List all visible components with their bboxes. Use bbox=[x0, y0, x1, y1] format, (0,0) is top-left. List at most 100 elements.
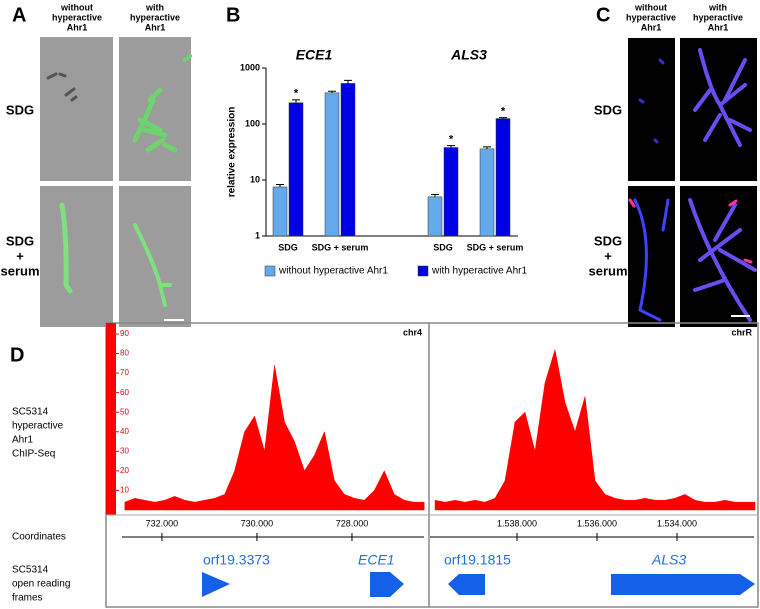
column-header: without bbox=[60, 2, 93, 12]
y-tick-label: 40 bbox=[120, 427, 129, 436]
x-tick-label: 732.000 bbox=[146, 518, 179, 528]
micrograph bbox=[119, 37, 191, 181]
error-bar bbox=[431, 194, 439, 197]
gene-arrow bbox=[611, 574, 755, 595]
row-label: serum bbox=[0, 263, 39, 278]
track-label: ChIP-Seq bbox=[12, 449, 55, 460]
gene-label: ECE1 bbox=[358, 552, 395, 568]
gene-arrow bbox=[202, 572, 230, 597]
column-header: Ahr1 bbox=[67, 22, 88, 32]
orf-label: frames bbox=[12, 593, 43, 604]
panel-label: D bbox=[10, 344, 24, 366]
row-label: serum bbox=[588, 263, 627, 278]
y-tick-label: 10 bbox=[250, 174, 260, 184]
column-header: Ahr1 bbox=[145, 22, 166, 32]
y-tick-label: 60 bbox=[120, 388, 129, 397]
coverage-area bbox=[124, 365, 425, 511]
coverage-area bbox=[434, 349, 756, 511]
gene-label: orf19.3373 bbox=[203, 552, 270, 568]
chromosome-label: chr4 bbox=[403, 327, 422, 337]
micrograph bbox=[40, 37, 113, 181]
error-bar bbox=[276, 184, 284, 187]
panel-d: SC5314 hyperactive Ahr1 ChIP-Seq Coordin… bbox=[12, 322, 759, 608]
y-tick-label: 1000 bbox=[240, 62, 260, 72]
error-bar bbox=[292, 99, 300, 103]
y-tick-label: 90 bbox=[120, 329, 129, 338]
row-label: SDG bbox=[594, 102, 622, 117]
legend-swatch bbox=[264, 265, 276, 277]
bar bbox=[443, 147, 459, 237]
chromosome-label: chrR bbox=[731, 327, 752, 337]
micrograph bbox=[628, 38, 675, 181]
column-header: Ahr1 bbox=[708, 22, 729, 32]
column-header: hyperactive bbox=[626, 12, 676, 22]
row-label: SDG bbox=[6, 102, 34, 117]
y-tick-label: 100 bbox=[245, 118, 260, 128]
x-tick-label: SDG bbox=[433, 242, 453, 252]
column-header: hyperactive bbox=[693, 12, 743, 22]
y-axis-label: relative expression bbox=[227, 107, 238, 198]
row-label: SDG bbox=[594, 233, 622, 248]
panel-label: A bbox=[12, 4, 26, 26]
track-label: hyperactive bbox=[12, 421, 64, 432]
y-tick-label: 1 bbox=[255, 230, 260, 240]
orf-label: SC5314 bbox=[12, 565, 49, 576]
significance: * bbox=[294, 88, 299, 100]
group-title: ECE1 bbox=[296, 47, 333, 63]
x-tick-label: 728.000 bbox=[336, 518, 369, 528]
x-tick-label: SDG bbox=[278, 242, 298, 252]
y-tick-label: 70 bbox=[120, 368, 129, 377]
x-tick-label: 1.538.000 bbox=[497, 518, 537, 528]
row-label: SDG bbox=[6, 233, 34, 248]
error-bar bbox=[499, 117, 507, 119]
track-label: Ahr1 bbox=[12, 435, 34, 446]
bar bbox=[288, 102, 304, 237]
x-tick-label: 1.534.000 bbox=[657, 518, 697, 528]
column-header: hyperactive bbox=[52, 12, 102, 22]
legend-label: with hyperactive Ahr1 bbox=[431, 266, 527, 277]
column-header: with bbox=[708, 2, 727, 12]
coordinates-label: Coordinates bbox=[12, 532, 66, 543]
bar bbox=[340, 83, 356, 237]
scale-band bbox=[106, 323, 116, 515]
y-tick-label: 30 bbox=[120, 446, 129, 455]
cells bbox=[628, 48, 757, 322]
panel-label: C bbox=[596, 4, 610, 26]
panel-a: without hyperactive Ahr1 with hyperactiv… bbox=[0, 2, 192, 327]
significance: * bbox=[449, 134, 454, 146]
error-bar bbox=[344, 79, 352, 84]
column-header: hyperactive bbox=[130, 12, 180, 22]
bar bbox=[479, 148, 495, 237]
column-header: Ahr1 bbox=[641, 22, 662, 32]
y-tick-label: 50 bbox=[120, 407, 129, 416]
track-label: SC5314 bbox=[12, 407, 49, 418]
gene-label: orf19.1815 bbox=[444, 552, 511, 568]
orf-label: open reading bbox=[12, 579, 70, 590]
gene-arrow bbox=[448, 574, 485, 595]
x-tick-label: 1.536.000 bbox=[577, 518, 617, 528]
gene-label: ALS3 bbox=[651, 552, 686, 568]
y-tick-label: 10 bbox=[120, 486, 129, 495]
column-header: with bbox=[145, 2, 164, 12]
x-tick-label: 730.000 bbox=[241, 518, 274, 528]
error-bar bbox=[483, 146, 491, 149]
y-tick-label: 80 bbox=[120, 349, 129, 358]
bar bbox=[324, 92, 340, 237]
cells bbox=[46, 54, 192, 307]
legend-swatch bbox=[417, 265, 429, 277]
row-label: + bbox=[604, 248, 612, 263]
legend-label: without hyperactive Ahr1 bbox=[278, 266, 388, 277]
gene-arrow bbox=[370, 572, 404, 597]
panel-b: 1 10 100 1000 relative expression ECE1 ALS3 SDG… bbox=[227, 47, 528, 277]
bar bbox=[495, 118, 511, 237]
column-header: without bbox=[634, 2, 667, 12]
panel-label: B bbox=[226, 4, 240, 26]
bar bbox=[427, 196, 443, 237]
significance: * bbox=[501, 106, 506, 118]
error-bar bbox=[328, 90, 336, 93]
group-title: ALS3 bbox=[450, 47, 487, 63]
panel-c: without hyperactive Ahr1 with hyperactiv… bbox=[588, 2, 757, 327]
error-bar bbox=[447, 145, 455, 148]
x-tick-label: SDG + serum bbox=[467, 242, 524, 252]
